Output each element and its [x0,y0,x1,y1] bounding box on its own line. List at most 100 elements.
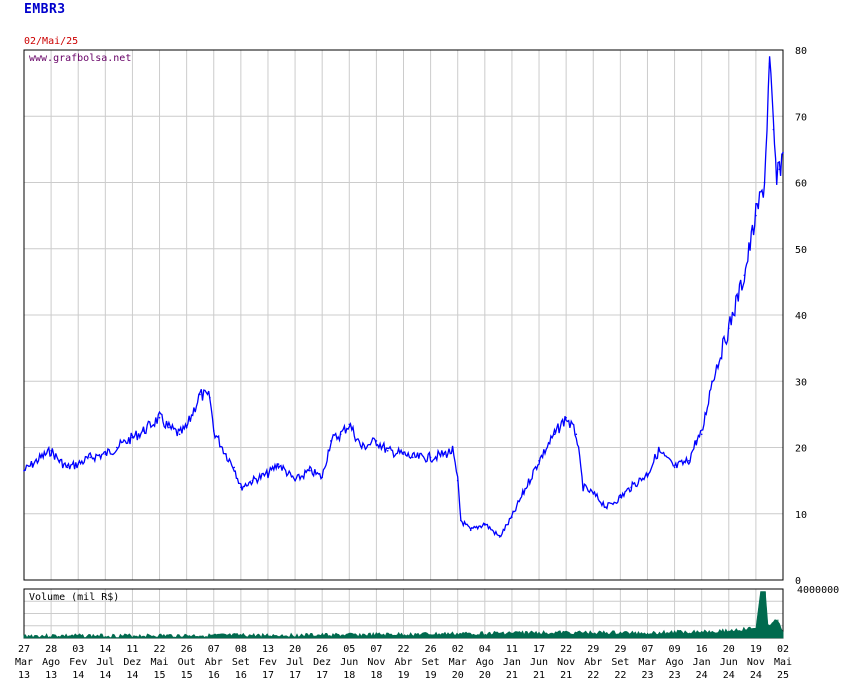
x-tick-month: Jun [340,657,358,668]
x-tick-month: Jan [503,657,521,668]
x-tick-year: 22 [587,670,599,681]
price-point [688,460,690,462]
x-tick-year: 14 [99,670,111,681]
x-tick-year: 15 [181,670,193,681]
y-tick-label: 30 [795,377,807,388]
x-tick-year: 14 [72,670,84,681]
price-point [673,466,676,469]
x-tick-day: 03 [72,644,84,655]
x-tick-month: Ago [666,657,684,668]
x-tick-day: 29 [587,644,599,655]
price-point [267,473,269,475]
x-tick-year: 18 [343,670,355,681]
x-tick-month: Fev [69,657,87,668]
volume-grid [24,589,783,638]
price-point [575,433,578,436]
price-point [763,181,766,184]
x-tick-month: Jan [693,657,711,668]
price-point [657,450,660,452]
x-tick-day: 05 [343,644,355,655]
watermark-text: www.grafbolsa.net [29,53,131,64]
x-tick-month: Abr [205,657,223,668]
x-tick-day: 09 [669,644,681,655]
x-tick-month: Out [178,657,196,668]
price-point [700,433,703,436]
x-tick-year: 13 [18,670,30,681]
price-point [348,423,351,426]
x-tick-year: 13 [45,670,57,681]
chart-date: 02/Mai/25 [24,36,79,47]
volume-label: Volume (mil R$) [29,592,119,603]
x-tick-month: Jun [720,657,738,668]
price-point [592,493,595,495]
x-tick-month: Dez [313,657,331,668]
x-tick-year: 25 [777,670,789,681]
x-tick-day: 26 [181,644,193,655]
price-point [213,430,215,432]
price-series [23,56,784,538]
price-point [142,430,145,432]
volume-series [23,591,784,639]
price-point [66,466,69,469]
x-tick-day: 17 [533,644,545,655]
x-tick-month: Mar [638,657,656,668]
price-point [582,486,584,489]
x-tick-day: 16 [696,644,708,655]
price-point [429,456,432,459]
price-point [89,456,91,459]
volume-area [23,591,784,639]
price-series-line [23,56,784,538]
x-tick-day: 04 [479,644,491,655]
price-point [199,393,201,396]
price-point [553,433,556,436]
x-tick-month: Nov [747,657,765,668]
x-tick-day: 27 [18,644,30,655]
price-point [50,450,52,452]
x-tick-year: 18 [370,670,382,681]
x-tick-day: 07 [208,644,220,655]
x-tick-day: 26 [316,644,328,655]
x-tick-month: Ago [42,657,60,668]
y-tick-label: 0 [795,576,801,587]
x-tick-day: 07 [370,644,382,655]
x-tick-month: Dez [123,657,141,668]
price-point [755,214,757,217]
price-point [375,440,378,442]
x-tick-day: 02 [777,644,789,655]
x-tick-year: 20 [479,670,491,681]
x-tick-month: Ago [476,657,494,668]
x-tick-month: Mai [151,657,169,668]
price-point [251,479,254,482]
x-tick-day: 08 [235,644,247,655]
price-point [778,168,781,171]
price-point [240,486,242,489]
x-tick-month: Jul [96,657,114,668]
x-tick-month: Mar [15,657,33,668]
x-tick-day: 22 [560,644,572,655]
x-tick-day: 29 [614,644,626,655]
price-y-axis: 0 10 20 30 40 50 60 70 80 [795,46,807,587]
x-tick-year: 24 [750,670,762,681]
price-point [451,450,454,452]
x-tick-year: 19 [397,670,409,681]
x-tick-month: Jul [286,657,304,668]
y-tick-label: 70 [795,112,807,123]
x-tick-day: 20 [723,644,735,655]
price-point [115,446,118,449]
price-plot-frame [23,49,784,581]
x-tick-year: 16 [208,670,220,681]
x-tick-year: 22 [614,670,626,681]
price-point [330,440,332,442]
price-point [40,456,42,459]
x-tick-year: 24 [723,670,735,681]
price-point [728,327,730,330]
x-tick-day: 11 [126,644,138,655]
x-tick-year: 17 [289,670,301,681]
x-tick-month: Mar [449,657,467,668]
x-tick-month: Set [422,657,440,668]
x-tick-year: 21 [560,670,572,681]
price-grid [24,50,783,580]
price-point [58,460,61,462]
price-point [565,416,567,419]
